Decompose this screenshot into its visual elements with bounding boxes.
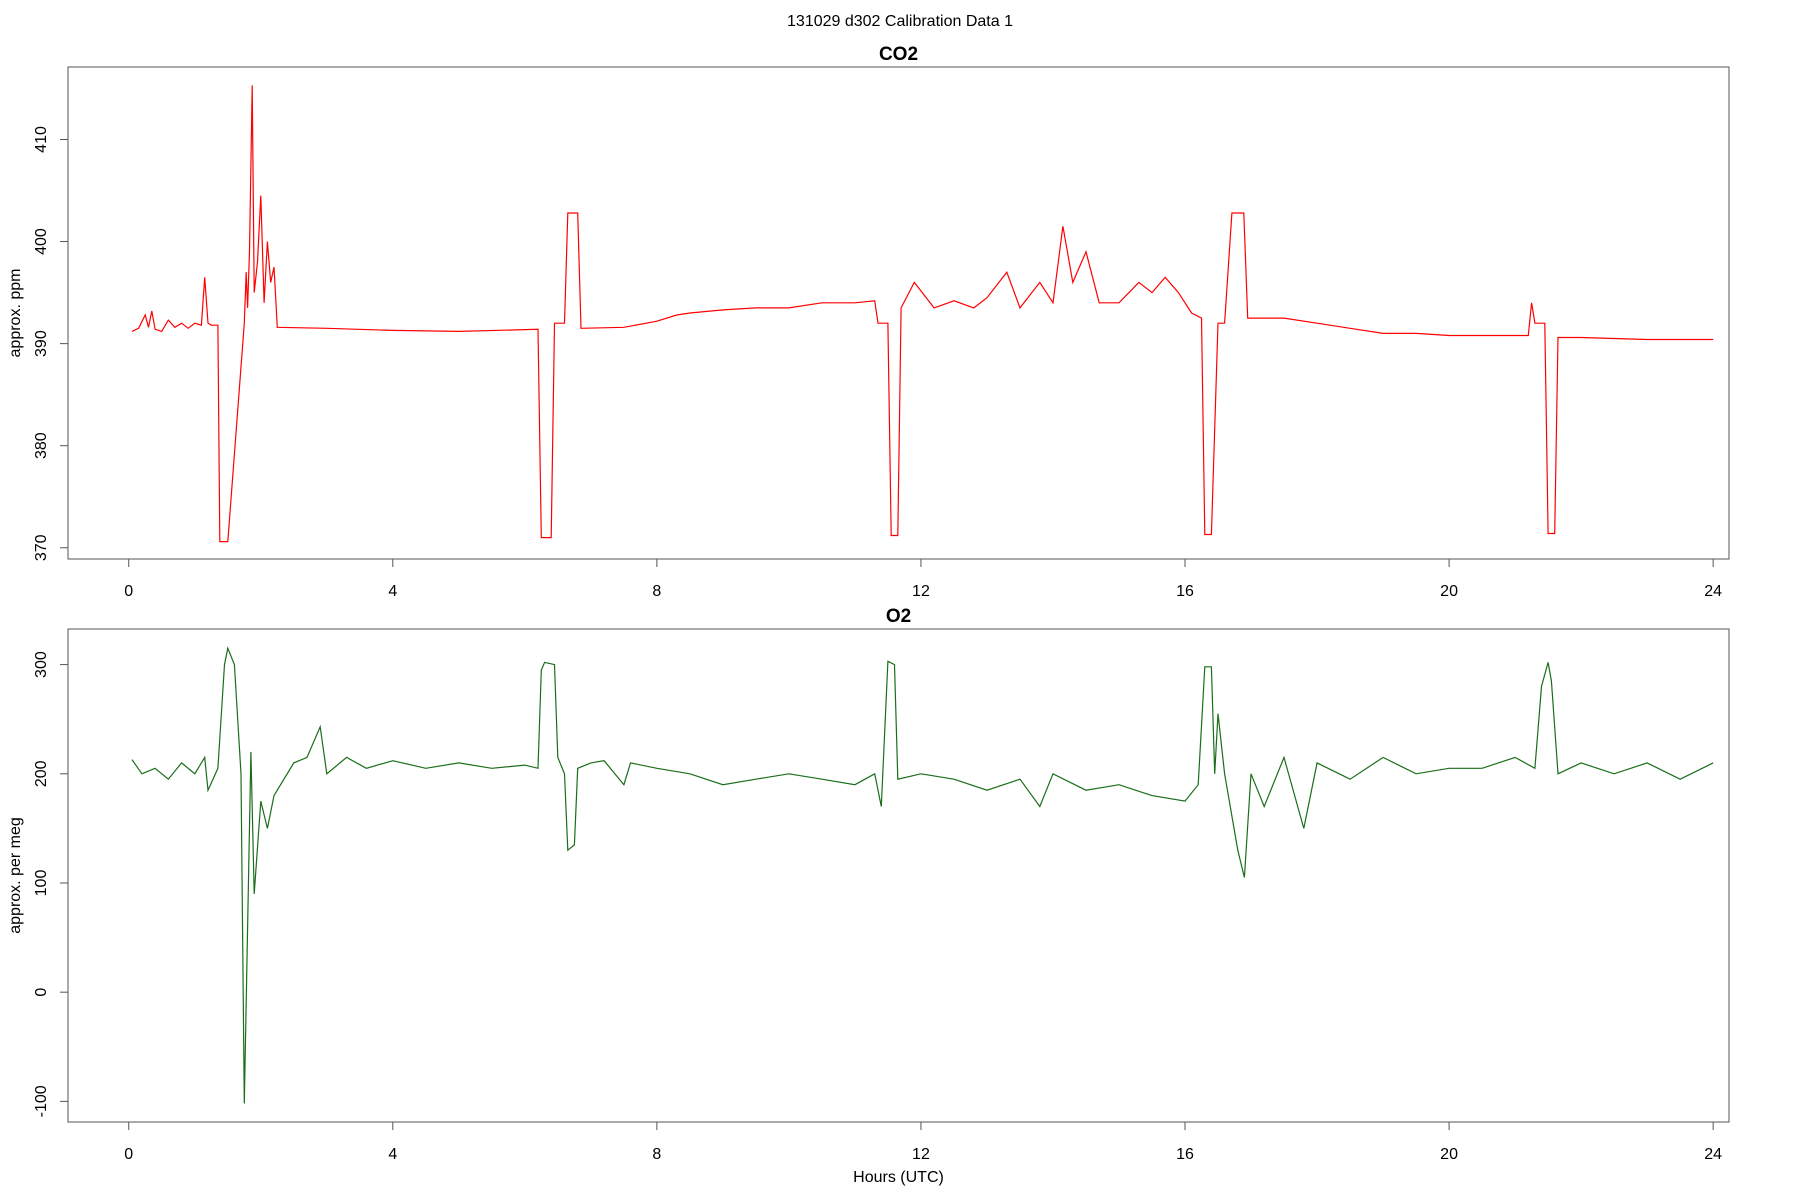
plot-frame [67, 628, 1730, 1123]
x-tick-label: 8 [652, 1146, 661, 1163]
y-tick-label: 370 [33, 534, 50, 561]
x-tick-label: 12 [912, 1146, 930, 1163]
data-line [131, 646, 1714, 1104]
y-tick-label: -100 [33, 1085, 50, 1117]
panel-title: CO2 [879, 44, 918, 65]
data-line [131, 85, 1714, 543]
y-axis-title: approx. ppm [7, 269, 24, 358]
y-tick-label: 410 [33, 126, 50, 153]
y-tick-label: 380 [33, 432, 50, 459]
x-tick-label: 12 [912, 583, 930, 600]
x-tick-label: 20 [1440, 583, 1458, 600]
x-tick-label: 16 [1176, 1146, 1194, 1163]
x-axis-title: Hours (UTC) [853, 1169, 944, 1186]
x-tick-label: 24 [1704, 1146, 1722, 1163]
x-tick-label: 0 [124, 583, 133, 600]
y-tick-label: 200 [33, 760, 50, 787]
y-tick-label: 390 [33, 330, 50, 357]
plot-frame [67, 66, 1730, 560]
y-tick-label: 100 [33, 870, 50, 897]
y-axis-title: approx. per meg [7, 817, 24, 934]
x-tick-label: 24 [1704, 583, 1722, 600]
y-tick-label: 300 [33, 651, 50, 678]
page-title: 131029 d302 Calibration Data 1 [787, 13, 1013, 30]
panel-title: O2 [886, 606, 911, 627]
y-tick-label: 400 [33, 228, 50, 255]
x-tick-label: 16 [1176, 583, 1194, 600]
x-tick-label: 20 [1440, 1146, 1458, 1163]
x-tick-label: 4 [388, 1146, 397, 1163]
x-tick-label: 8 [652, 583, 661, 600]
x-tick-label: 4 [388, 583, 397, 600]
y-tick-label: 0 [33, 988, 50, 997]
x-tick-label: 0 [124, 1146, 133, 1163]
